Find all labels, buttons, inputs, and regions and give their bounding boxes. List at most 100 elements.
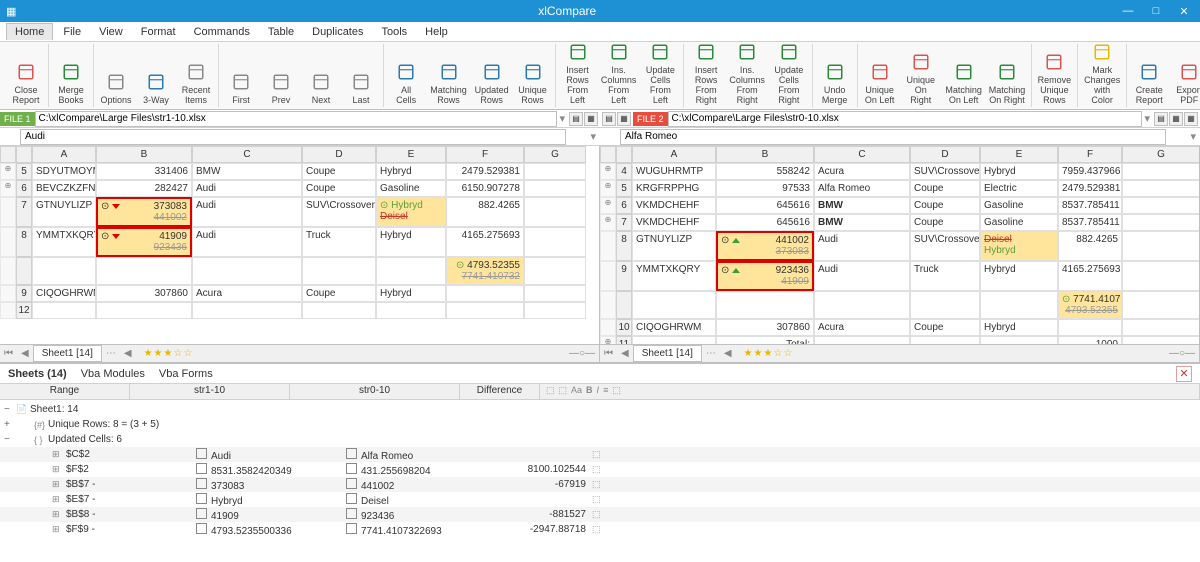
cell[interactable] xyxy=(1122,319,1199,336)
row-header[interactable]: 6 xyxy=(16,180,32,197)
row-gutter[interactable] xyxy=(0,197,16,227)
row-header[interactable]: 4 xyxy=(616,163,632,180)
tool-icon[interactable]: ▤ xyxy=(602,112,616,126)
ribbon-insert-rows-from-left[interactable]: Insert Rows From Left xyxy=(558,39,598,107)
cell[interactable] xyxy=(96,302,192,319)
cell[interactable]: ⊙ 92343641909 xyxy=(716,261,814,291)
cell[interactable]: SUV\Crossover xyxy=(910,231,980,261)
cell[interactable]: Hybryd xyxy=(980,319,1058,336)
cell[interactable] xyxy=(632,336,716,344)
tab-vba-forms[interactable]: Vba Forms xyxy=(159,368,213,380)
ribbon-ins.-columns-from-left[interactable]: Ins. Columns From Left xyxy=(598,39,640,107)
cell[interactable]: Audi xyxy=(192,197,302,227)
cell[interactable]: YMMTXKQRY xyxy=(632,261,716,291)
row-header[interactable]: 9 xyxy=(616,261,632,291)
cell[interactable] xyxy=(1058,319,1122,336)
ribbon-all-cells[interactable]: All Cells xyxy=(386,59,426,107)
cell[interactable]: CIQOGHRWM xyxy=(32,285,96,302)
tool-icon[interactable]: ▦ xyxy=(1169,112,1183,126)
row-gutter[interactable]: ⊕ xyxy=(0,180,16,197)
ribbon-undo-merge[interactable]: Undo Merge xyxy=(815,59,855,107)
cell[interactable] xyxy=(446,285,524,302)
sheet-tab[interactable]: Sheet1 [14] xyxy=(633,345,702,362)
ribbon-updated-rows[interactable]: Updated Rows xyxy=(471,59,513,107)
menu-duplicates[interactable]: Duplicates xyxy=(304,24,371,40)
cell[interactable]: SDYUTMOYM xyxy=(32,163,96,180)
cell[interactable] xyxy=(524,163,586,180)
ribbon-mark-changes-with-color[interactable]: Mark Changes with Color xyxy=(1080,39,1124,107)
ribbon-close-report[interactable]: Close Report xyxy=(6,59,46,107)
checkbox[interactable] xyxy=(196,508,207,519)
cell[interactable]: Hybryd xyxy=(980,261,1058,291)
cell[interactable]: GTNUYLIZP xyxy=(32,197,96,227)
dropdown-icon[interactable]: ▾ xyxy=(586,130,600,143)
checkbox[interactable] xyxy=(346,463,357,474)
tree-row[interactable]: ⊞$B$8 -41909923436-881527⬚ xyxy=(0,507,1200,522)
grid-right[interactable]: ABCDEFG⊕4WUGUHRMTP558242AcuraSUV\Crossov… xyxy=(600,146,1199,344)
col-header[interactable]: B xyxy=(96,146,192,163)
checkbox[interactable] xyxy=(346,508,357,519)
cell[interactable] xyxy=(716,291,814,319)
cell[interactable]: 307860 xyxy=(716,319,814,336)
menu-format[interactable]: Format xyxy=(133,24,184,40)
tab-sheets[interactable]: Sheets (14) xyxy=(8,368,67,380)
cell[interactable]: Gasoline xyxy=(376,180,446,197)
cell[interactable]: SUV\Crossover xyxy=(910,163,980,180)
cell[interactable] xyxy=(32,257,96,285)
ribbon-options[interactable]: Options xyxy=(96,69,136,107)
cell[interactable]: Hybryd xyxy=(376,285,446,302)
cell[interactable] xyxy=(192,302,302,319)
cell[interactable]: Hybryd xyxy=(376,163,446,180)
sheet-nav-prev[interactable]: ◀ xyxy=(617,348,633,359)
row-header[interactable]: 10 xyxy=(616,319,632,336)
dropdown-icon[interactable]: ▾ xyxy=(1142,112,1152,125)
checkbox[interactable] xyxy=(346,478,357,489)
cell[interactable]: Alfa Romeo xyxy=(814,180,910,197)
minimize-button[interactable]: — xyxy=(1118,5,1138,18)
tree-toggle[interactable]: + xyxy=(4,419,16,430)
cell[interactable]: 6150.907278 xyxy=(446,180,524,197)
cell[interactable] xyxy=(910,291,980,319)
row-gutter[interactable] xyxy=(0,285,16,302)
cell[interactable]: KRGFRPPHG xyxy=(632,180,716,197)
cell[interactable]: 1000 xyxy=(1058,336,1122,344)
col-header[interactable]: A xyxy=(632,146,716,163)
cell[interactable]: Coupe xyxy=(302,180,376,197)
cell[interactable] xyxy=(96,257,192,285)
cell[interactable]: VKMDCHEHF xyxy=(632,197,716,214)
ribbon-insert-rows-from-right[interactable]: Insert Rows From Right xyxy=(686,39,726,107)
checkbox[interactable] xyxy=(196,463,207,474)
cell[interactable] xyxy=(302,257,376,285)
row-header[interactable]: 11 xyxy=(616,336,632,344)
ribbon-last[interactable]: Last xyxy=(341,69,381,107)
cell[interactable] xyxy=(192,257,302,285)
cell[interactable] xyxy=(524,257,586,285)
row-header[interactable]: 8 xyxy=(616,231,632,261)
file-path-left[interactable] xyxy=(35,111,558,127)
cell[interactable]: YMMTXKQRY xyxy=(32,227,96,257)
tree-row[interactable]: −📄Sheet1: 14 xyxy=(0,402,1200,417)
cell[interactable]: BMW xyxy=(814,214,910,231)
cell[interactable]: 558242 xyxy=(716,163,814,180)
cell[interactable] xyxy=(1122,261,1199,291)
cell[interactable] xyxy=(1122,163,1199,180)
cell[interactable]: BEVCZKZFN xyxy=(32,180,96,197)
cell[interactable]: 8537.785411 xyxy=(1058,197,1122,214)
cell[interactable]: 4165.275693 xyxy=(1058,261,1122,291)
cell[interactable]: 4165.275693 xyxy=(446,227,524,257)
cell[interactable]: 645616 xyxy=(716,214,814,231)
cell[interactable] xyxy=(980,336,1058,344)
cell[interactable] xyxy=(32,302,96,319)
cell[interactable]: Coupe xyxy=(302,285,376,302)
cell[interactable]: Audi xyxy=(814,231,910,261)
ribbon-recent-items[interactable]: Recent Items xyxy=(176,59,216,107)
row-header[interactable] xyxy=(616,291,632,319)
checkbox[interactable] xyxy=(346,448,357,459)
sheet-nav-first[interactable]: ⏮ xyxy=(0,348,17,359)
tree-row[interactable]: ⊞$F$28531.3582420349431.2556982048100.10… xyxy=(0,462,1200,477)
sheet-tab[interactable]: Sheet1 [14] xyxy=(33,345,102,362)
sheet-nav-last[interactable]: ◀ xyxy=(120,348,136,359)
cell[interactable] xyxy=(1122,197,1199,214)
row-header[interactable]: 6 xyxy=(616,197,632,214)
maximize-button[interactable]: □ xyxy=(1146,5,1166,18)
